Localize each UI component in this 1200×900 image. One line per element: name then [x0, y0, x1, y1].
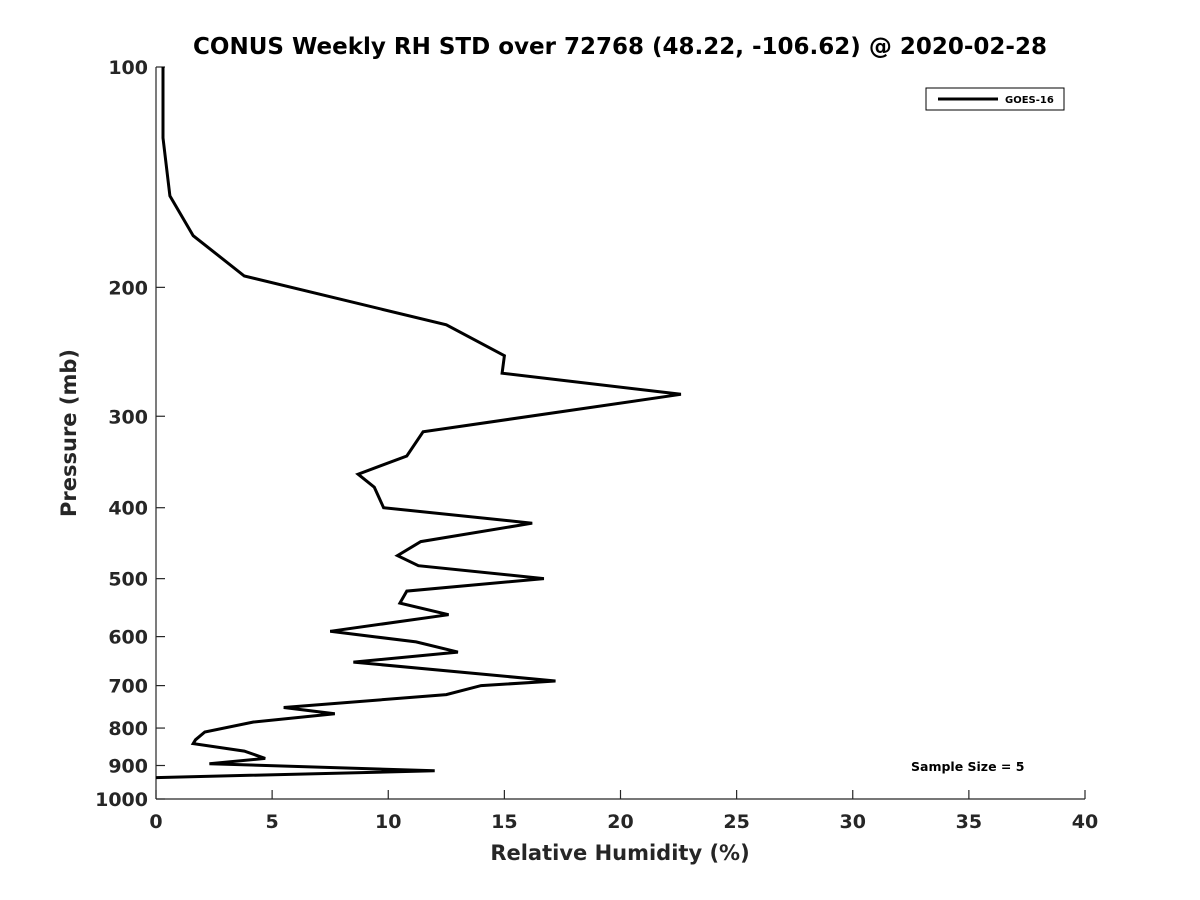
x-tick-label: 15: [491, 811, 517, 833]
legend-label: GOES-16: [1005, 95, 1054, 106]
y-tick-label: 600: [108, 627, 148, 649]
x-tick-label: 5: [266, 811, 279, 833]
y-axis-ticks: 100 200 300 400 500 600 700 800 900 1000: [95, 57, 165, 811]
y-tick-label: 200: [108, 277, 148, 299]
legend: GOES-16: [925, 87, 1065, 111]
y-tick-label: 400: [108, 498, 148, 520]
y-tick-label: 1000: [95, 789, 148, 811]
sample-size-annotation: Sample Size = 5: [911, 759, 1024, 774]
data-series: [155, 66, 682, 780]
x-tick-label: 20: [607, 811, 633, 833]
x-tick-label: 25: [723, 811, 749, 833]
chart-title: CONUS Weekly RH STD over 72768 (48.22, -…: [193, 34, 1047, 60]
x-axis-label: Relative Humidity (%): [490, 841, 749, 865]
plot-area: [156, 67, 1085, 799]
x-tick-label: 40: [1072, 811, 1098, 833]
x-axis-ticks: 0 5 10 15 20 25 30 35 40: [149, 790, 1098, 833]
y-tick-label: 500: [108, 569, 148, 591]
x-tick-label: 35: [956, 811, 982, 833]
x-tick-label: 30: [840, 811, 866, 833]
series-line-0: [155, 67, 682, 780]
y-axis-label: Pressure (mb): [57, 349, 81, 517]
y-tick-label: 700: [108, 676, 148, 698]
y-tick-label: 900: [108, 756, 148, 778]
y-tick-label: 800: [108, 718, 148, 740]
x-tick-label: 10: [375, 811, 401, 833]
y-tick-label: 300: [108, 406, 148, 428]
x-tick-label: 0: [149, 811, 162, 833]
y-tick-label: 100: [108, 57, 148, 79]
